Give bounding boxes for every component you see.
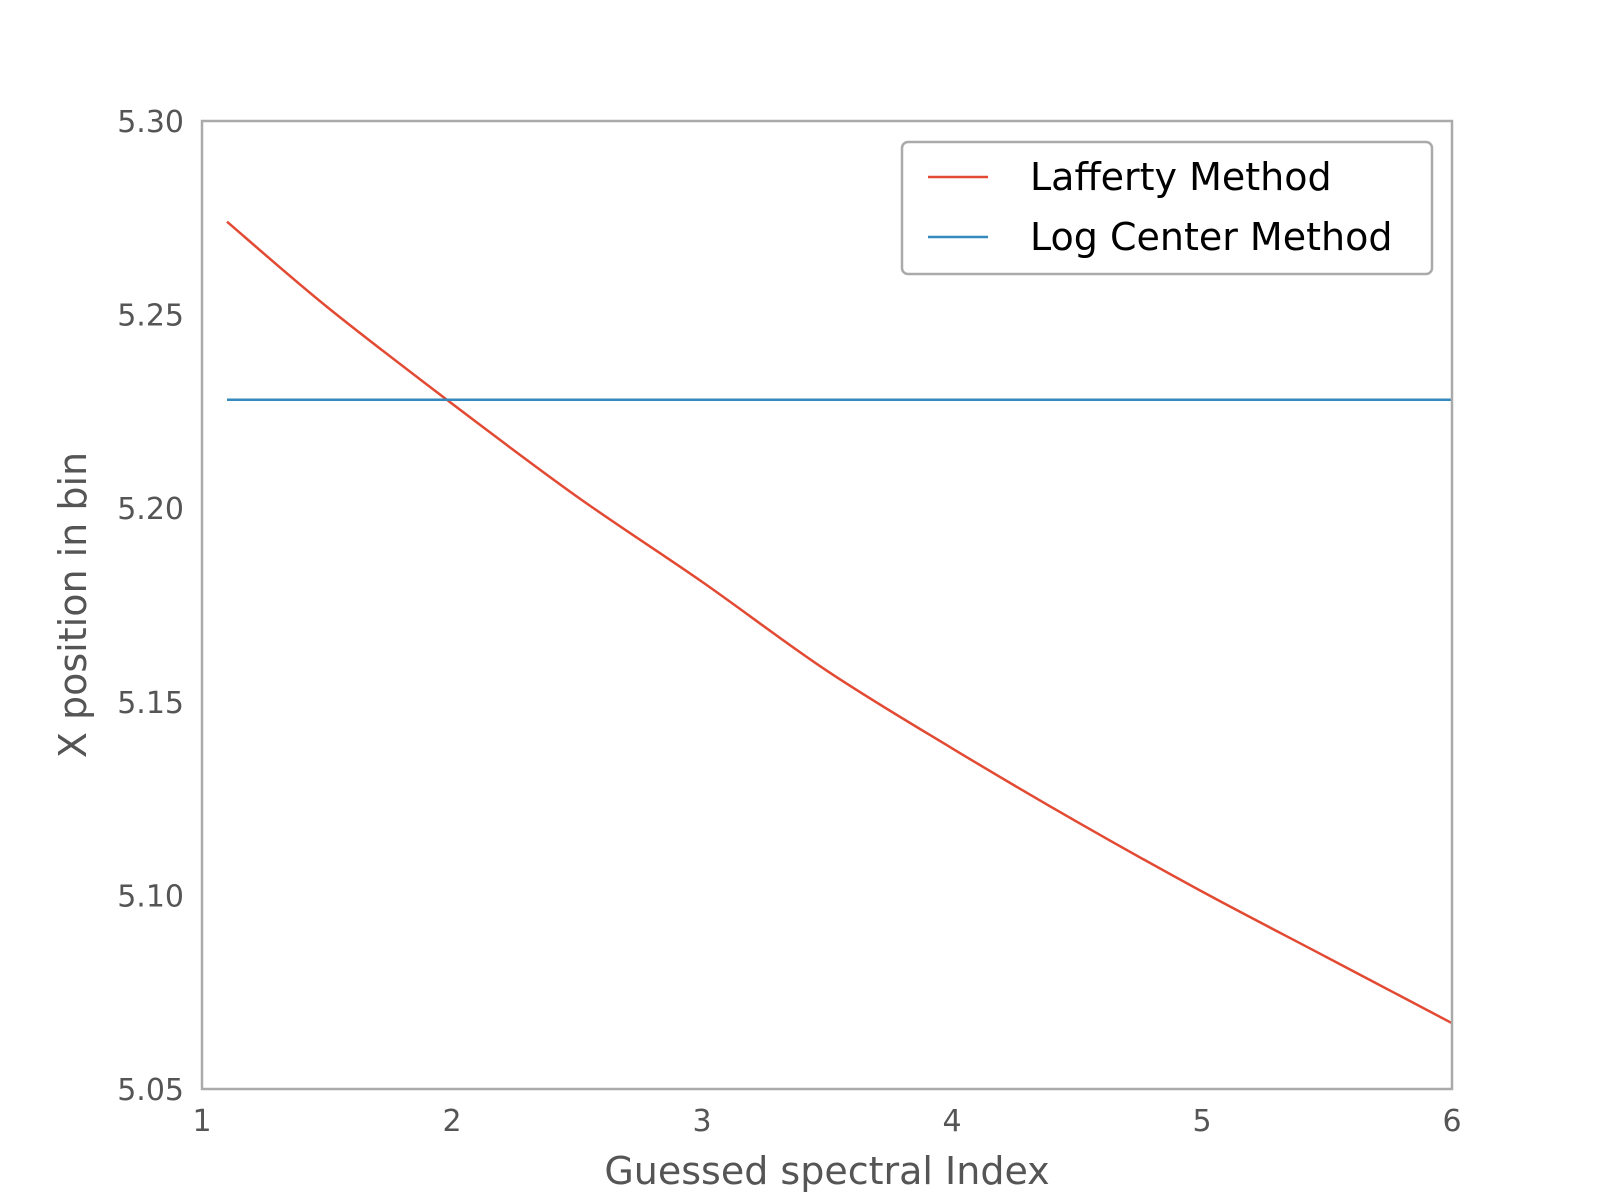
y-tick-label: 5.15 (117, 686, 184, 721)
legend: Lafferty Method Log Center Method (900, 140, 1434, 276)
x-tick-label: 2 (442, 1104, 461, 1139)
y-tick-label: 5.05 (117, 1073, 184, 1108)
x-tick-label: 5 (1192, 1104, 1211, 1139)
y-tick-label: 5.25 (117, 299, 184, 334)
x-axis-label: Guessed spectral Index (604, 1149, 1049, 1193)
x-tick-label: 4 (942, 1104, 961, 1139)
legend-label-log-center: Log Center Method (1030, 215, 1392, 259)
series-line-lafferty-method (226, 220, 1453, 1025)
plot-frame (200, 119, 1454, 1091)
series-layer (226, 220, 1453, 1025)
y-tick-label: 5.10 (117, 879, 184, 914)
legend-label-lafferty: Lafferty Method (1030, 155, 1332, 199)
x-tick-labels: 1 2 3 4 5 6 (192, 1104, 1461, 1139)
y-tick-labels: 5.05 5.10 5.15 5.20 5.25 5.30 (117, 105, 184, 1108)
y-tick-label: 5.30 (117, 105, 184, 140)
x-tick-label: 6 (1442, 1104, 1461, 1139)
legend-box (900, 140, 1434, 276)
y-tick-label: 5.20 (117, 492, 184, 527)
x-tick-label: 3 (692, 1104, 711, 1139)
plot-background (202, 121, 1452, 1089)
y-axis-label: X position in bin (51, 452, 95, 758)
x-tick-label: 1 (192, 1104, 211, 1139)
